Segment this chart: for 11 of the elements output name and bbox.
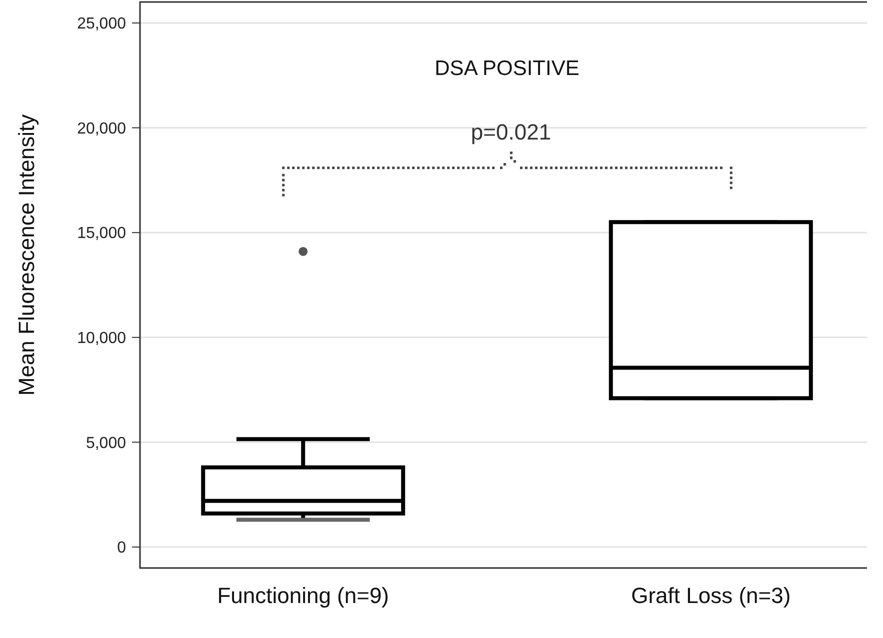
y-tick-label: 5,000: [86, 434, 126, 452]
y-tick-label: 20,000: [77, 120, 126, 138]
y-axis-title: Mean Fluorescence Intensity: [14, 114, 39, 396]
y-tick-label: 0: [117, 540, 126, 557]
text: DSA POSITIVE: [434, 57, 580, 80]
y-tick-label: 10,000: [77, 330, 126, 348]
y-tick-label: 25,000: [77, 16, 126, 33]
annotation: p=0.021: [470, 120, 552, 145]
y-tick-label: 15,000: [77, 225, 126, 242]
x-tick-label: Graft Loss (n=3): [631, 583, 791, 608]
x-tick-label: Functioning (n=9): [217, 583, 390, 608]
